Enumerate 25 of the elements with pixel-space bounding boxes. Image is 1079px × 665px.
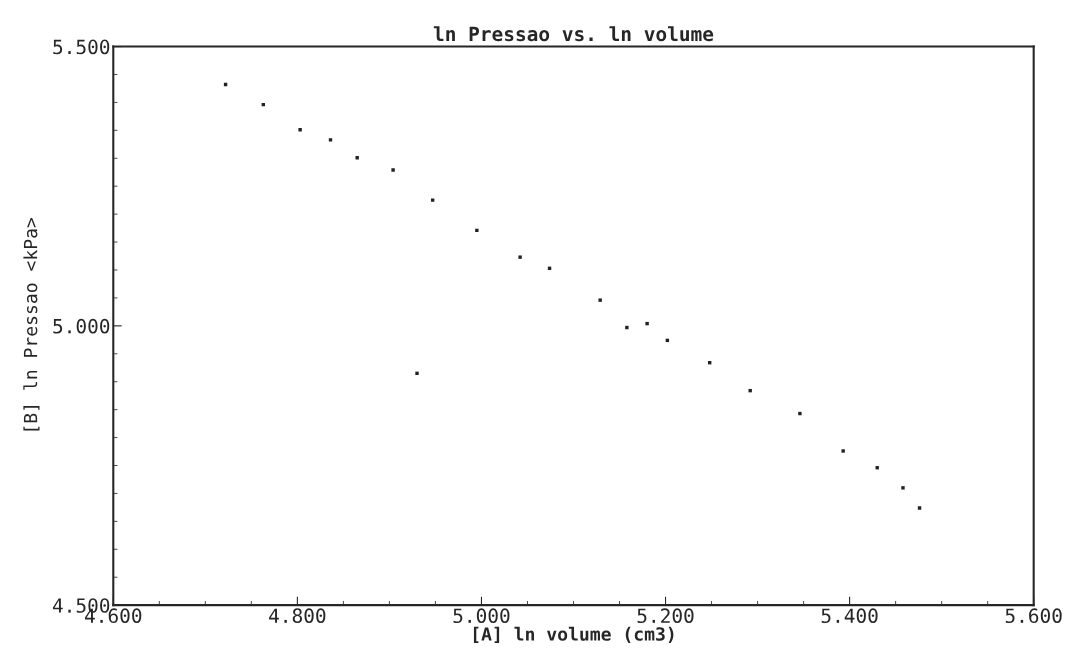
point [841,449,845,453]
point [798,411,802,416]
point [598,298,602,302]
point [625,325,629,330]
point [645,321,649,326]
point [391,168,395,172]
point [430,198,435,202]
point [355,156,359,160]
y-tick-label: 5.000 [53,318,110,334]
point [518,255,522,259]
y-axis-title: [B] ln Pressao <kPa> [23,217,40,431]
point [901,486,905,490]
x-tick-label: 5.400 [821,608,878,624]
x-tick-label: 4.800 [269,608,326,624]
point [298,128,302,132]
x-axis-title: [A] ln volume (cm3) [473,626,674,643]
point [475,228,479,233]
x-tick-label: 5.000 [453,608,510,624]
point [917,506,922,510]
point [415,371,419,376]
y-tick-label: 5.500 [53,39,110,55]
point [328,138,333,142]
chart-title: ln Pressao vs. ln volume [433,26,714,42]
x-tick-label: 5.200 [637,608,694,624]
x-tick-label: 5.600 [1005,608,1062,624]
